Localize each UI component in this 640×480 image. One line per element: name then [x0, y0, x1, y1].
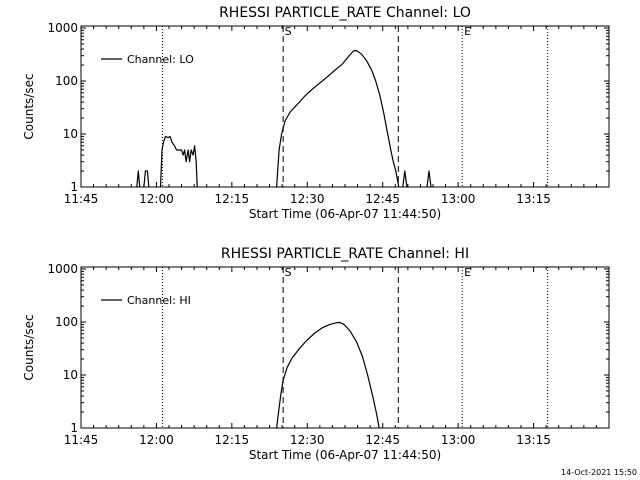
lo-x-axis-label: Start Time (06-Apr-07 11:44:50): [249, 207, 441, 221]
lo-y-tick-label: 1000: [47, 21, 78, 35]
lo-series-line: [159, 135, 198, 188]
hi-x-tick-label: 13:15: [516, 433, 551, 447]
lo-y-tick-label: 1: [70, 180, 78, 194]
hi-x-tick-label: 12:15: [215, 433, 250, 447]
timestamp-label: 14-Oct-2021 15:50: [561, 468, 637, 477]
lo-legend-label: Channel: LO: [127, 53, 194, 66]
hi-x-tick-label: 12:45: [365, 433, 400, 447]
lo-series-line: [143, 170, 150, 188]
lo-x-tick-label: 11:45: [64, 192, 99, 206]
hi-channel-panel: RHESSI PARTICLE_RATE Channel: HI 1 10 100 10…: [22, 246, 610, 462]
lo-series-line: [276, 49, 400, 188]
lo-y-tick-label: 10: [63, 127, 78, 141]
lo-plot-frame: [80, 25, 610, 188]
lo-x-tick-label: 12:15: [215, 192, 250, 206]
hi-plot-frame: [80, 266, 610, 429]
hi-y-tick-label: 1000: [47, 262, 78, 276]
lo-x-tick-label: 12:45: [365, 192, 400, 206]
lo-x-tick-label: 13:00: [441, 192, 476, 206]
lo-x-tick-label: 12:00: [139, 192, 174, 206]
hi-legend-label: Channel: HI: [127, 294, 191, 307]
hi-x-tick-label: 13:00: [441, 433, 476, 447]
lo-y-axis-label: Counts/sec: [22, 73, 36, 139]
hi-x-tick-label: 12:30: [290, 433, 325, 447]
lo-series-line: [426, 170, 432, 188]
lo-channel-panel: RHESSI PARTICLE_RATE Channel: LO 1 10 100 10…: [22, 5, 610, 221]
hi-marker-s: S: [285, 266, 292, 279]
hi-marker-e: E: [464, 266, 471, 279]
lo-x-tick-label: 12:30: [290, 192, 325, 206]
hi-series-line: [276, 321, 380, 429]
hi-y-tick-label: 1: [70, 421, 78, 435]
lo-marker-e: E: [464, 25, 471, 38]
hi-chart-title: RHESSI PARTICLE_RATE Channel: HI: [221, 246, 469, 262]
lo-chart-title: RHESSI PARTICLE_RATE Channel: LO: [219, 5, 471, 21]
hi-y-tick-label: 100: [55, 315, 78, 329]
hi-x-tick-label: 12:00: [139, 433, 174, 447]
lo-marker-s: S: [285, 25, 292, 38]
lo-series-line: [402, 170, 408, 188]
hi-x-axis-label: Start Time (06-Apr-07 11:44:50): [249, 448, 441, 462]
lo-y-tick-label: 100: [55, 74, 78, 88]
hi-y-axis-label: Counts/sec: [22, 314, 36, 380]
lo-x-tick-label: 13:15: [516, 192, 551, 206]
hi-y-tick-label: 10: [63, 368, 78, 382]
lo-series-line: [136, 170, 141, 188]
hi-x-tick-label: 11:45: [64, 433, 99, 447]
